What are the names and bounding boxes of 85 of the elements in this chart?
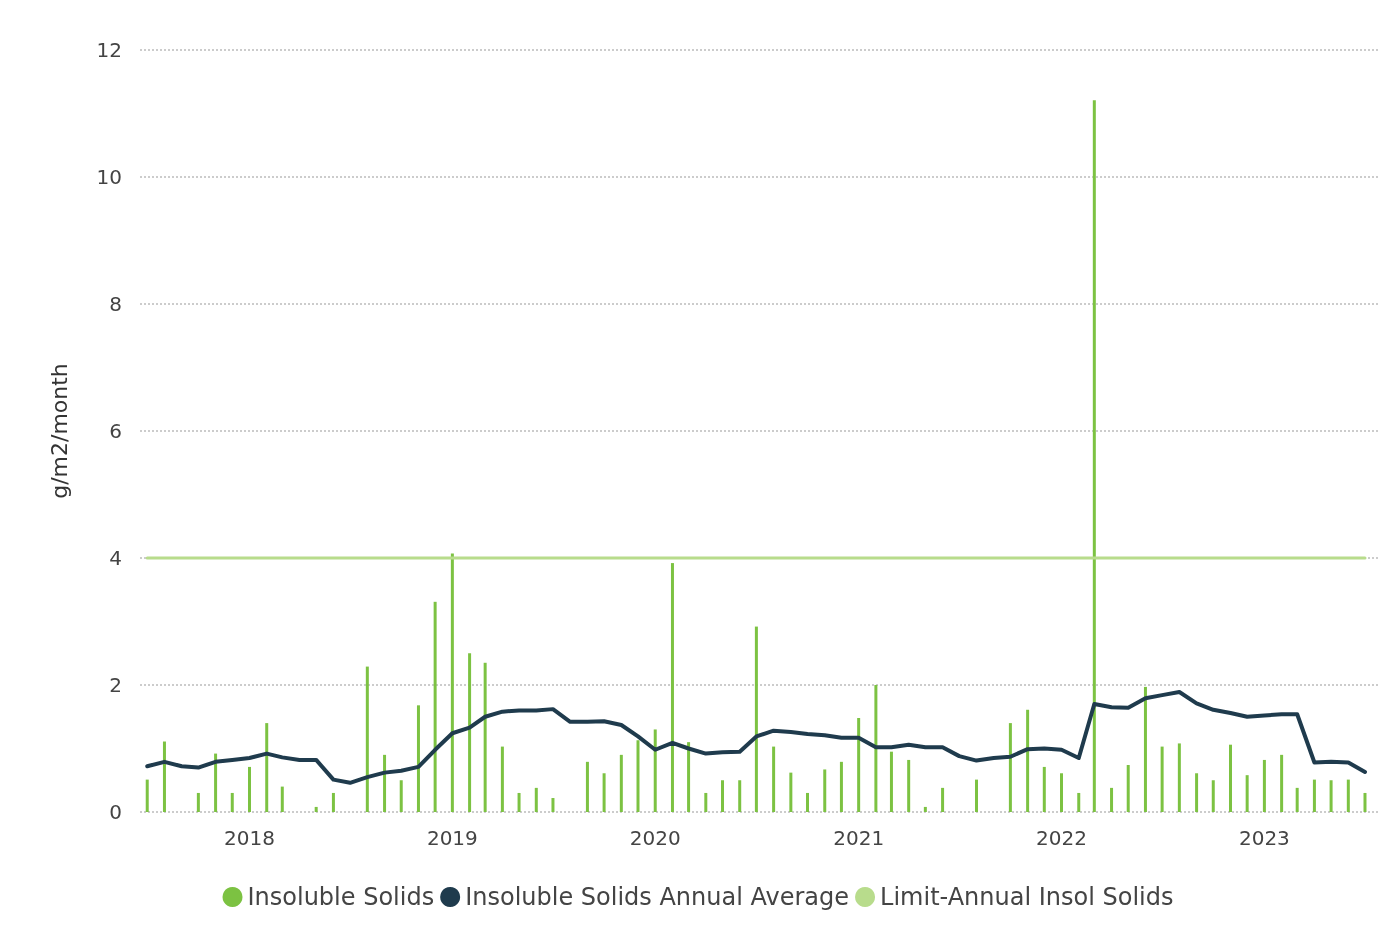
bar <box>874 685 878 812</box>
legend-label: Limit-Annual Insol Solids <box>880 883 1174 911</box>
bar <box>889 751 893 812</box>
bar <box>923 806 927 812</box>
bar <box>738 780 742 812</box>
bar <box>907 759 911 812</box>
bar <box>1160 746 1164 812</box>
bar <box>1008 723 1012 812</box>
bar <box>754 626 758 812</box>
bar <box>433 601 437 812</box>
bar <box>551 798 555 812</box>
bar <box>534 787 538 812</box>
legend-label: Insoluble Solids Annual Average <box>465 883 850 911</box>
bar <box>1126 765 1130 812</box>
bar <box>483 662 487 812</box>
bar <box>670 563 674 812</box>
bar <box>1092 100 1096 812</box>
y-tick-label: 0 <box>109 800 122 824</box>
bar <box>585 761 589 812</box>
x-tick-label: 2022 <box>1036 826 1087 850</box>
bar <box>500 746 504 812</box>
bar <box>1195 773 1199 812</box>
bar <box>365 666 369 812</box>
bar <box>1211 780 1215 812</box>
bar <box>857 718 861 812</box>
bar <box>1346 779 1350 812</box>
bar <box>1262 759 1266 812</box>
x-tick-label: 2023 <box>1238 826 1290 850</box>
bar <box>619 754 623 812</box>
bar <box>1245 775 1249 812</box>
y-tick-label: 2 <box>109 673 122 697</box>
bar <box>1228 744 1232 812</box>
bar <box>383 754 387 812</box>
bar <box>331 792 335 812</box>
bar <box>772 746 776 812</box>
x-tick-label: 2021 <box>833 826 885 850</box>
bar <box>1329 780 1333 812</box>
bar <box>839 761 843 812</box>
bar <box>1177 743 1181 812</box>
bar <box>1143 686 1147 812</box>
x-tick-label: 2018 <box>224 826 275 850</box>
bar <box>399 780 403 812</box>
bar <box>214 753 218 812</box>
bar <box>636 740 640 812</box>
legend-label: Insoluble Solids <box>247 883 435 911</box>
y-tick-label: 12 <box>96 38 122 62</box>
bar <box>1363 792 1367 812</box>
bar <box>1077 792 1081 812</box>
y-tick-label: 4 <box>109 546 122 570</box>
bar <box>1312 779 1316 812</box>
bar <box>806 792 810 812</box>
bar <box>280 786 284 812</box>
bar <box>789 772 793 812</box>
bar <box>823 769 827 812</box>
x-tick-label: 2020 <box>629 826 681 850</box>
bar <box>941 787 945 812</box>
bar <box>450 553 454 812</box>
bar <box>720 780 724 812</box>
bar <box>247 766 251 812</box>
bar <box>517 792 521 812</box>
bar <box>653 729 657 812</box>
y-tick-label: 6 <box>109 419 122 443</box>
bar <box>1280 754 1284 812</box>
bar <box>687 742 691 812</box>
x-tick-label: 2019 <box>426 826 478 850</box>
line-series <box>145 689 1367 785</box>
bar <box>1042 766 1046 812</box>
bar <box>468 653 472 812</box>
bar <box>265 723 269 812</box>
y-tick-label: 8 <box>109 292 122 316</box>
bar <box>1295 787 1299 812</box>
bar <box>1026 709 1030 812</box>
bar <box>704 792 708 812</box>
y-tick-label: 10 <box>96 165 122 189</box>
bar <box>196 792 200 812</box>
bar <box>145 779 149 812</box>
bar <box>162 741 166 812</box>
bar <box>416 705 420 812</box>
bar <box>314 806 318 812</box>
bar <box>1110 787 1114 812</box>
bar <box>602 773 606 812</box>
bar <box>1060 773 1064 812</box>
y-axis-title: g/m2/month <box>46 363 72 499</box>
bar <box>230 792 234 812</box>
bar <box>974 779 978 812</box>
